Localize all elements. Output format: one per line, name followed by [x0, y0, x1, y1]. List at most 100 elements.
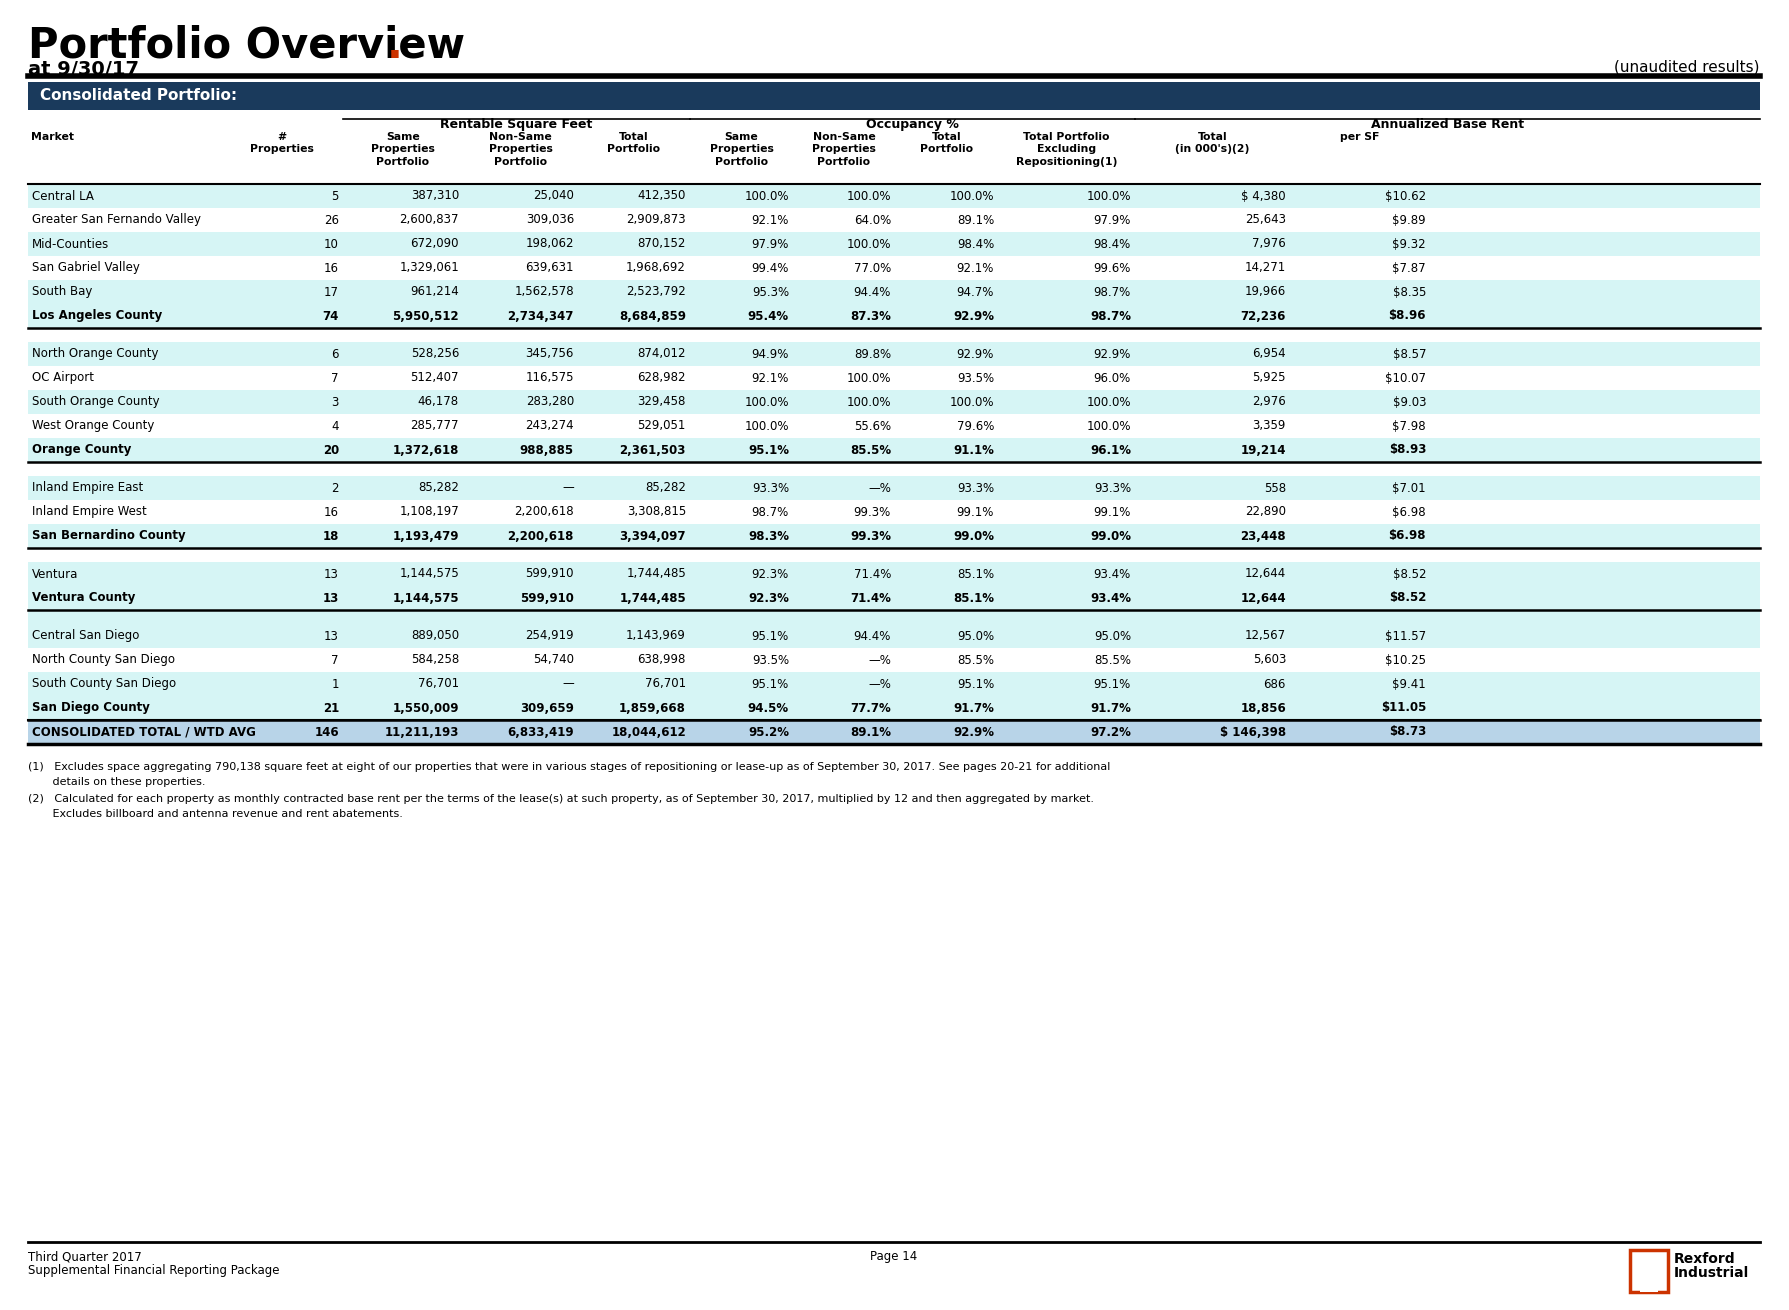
Text: 528,256: 528,256: [411, 347, 460, 360]
Text: 94.5%: 94.5%: [748, 701, 789, 714]
Bar: [29, 672, 1760, 696]
Text: 95.2%: 95.2%: [748, 726, 789, 739]
Text: $9.89: $9.89: [1392, 214, 1426, 227]
Text: $11.05: $11.05: [1381, 701, 1426, 714]
Text: 5,603: 5,603: [1252, 654, 1286, 667]
Bar: [29, 390, 1760, 414]
Text: 25,040: 25,040: [533, 190, 574, 203]
Text: 95.1%: 95.1%: [751, 630, 789, 642]
Text: 85.5%: 85.5%: [850, 444, 891, 456]
Text: Annualized Base Rent: Annualized Base Rent: [1370, 118, 1524, 131]
Text: 95.1%: 95.1%: [1093, 677, 1131, 690]
Text: 5,950,512: 5,950,512: [392, 309, 460, 322]
Text: 672,090: 672,090: [410, 237, 460, 250]
Text: 100.0%: 100.0%: [1086, 396, 1131, 409]
Text: 79.6%: 79.6%: [957, 419, 995, 432]
Text: 97.9%: 97.9%: [1093, 214, 1131, 227]
Text: $10.07: $10.07: [1385, 372, 1426, 385]
Bar: [29, 610, 1760, 624]
Text: North Orange County: North Orange County: [32, 347, 159, 360]
Text: 100.0%: 100.0%: [744, 396, 789, 409]
Text: $7.98: $7.98: [1392, 419, 1426, 432]
Text: OC Airport: OC Airport: [32, 372, 95, 385]
Text: 71.4%: 71.4%: [850, 592, 891, 604]
Text: 889,050: 889,050: [411, 630, 460, 642]
Text: 1,329,061: 1,329,061: [399, 262, 460, 275]
Text: $ 146,398: $ 146,398: [1220, 726, 1286, 739]
Text: 72,236: 72,236: [1240, 309, 1286, 322]
Text: 85,282: 85,282: [419, 482, 460, 494]
Text: at 9/30/17: at 9/30/17: [29, 60, 140, 79]
Text: 2,200,618: 2,200,618: [508, 529, 574, 542]
Text: San Diego County: San Diego County: [32, 701, 150, 714]
Text: 529,051: 529,051: [637, 419, 685, 432]
Text: 686: 686: [1263, 677, 1286, 690]
Text: 309,659: 309,659: [521, 701, 574, 714]
Text: Industrial: Industrial: [1675, 1265, 1750, 1280]
Text: 19,966: 19,966: [1245, 286, 1286, 299]
Bar: [29, 721, 1760, 744]
Text: 100.0%: 100.0%: [1086, 190, 1131, 203]
Text: $10.62: $10.62: [1385, 190, 1426, 203]
Text: 85.5%: 85.5%: [1095, 654, 1131, 667]
Text: 99.3%: 99.3%: [853, 506, 891, 519]
Text: 92.9%: 92.9%: [957, 347, 995, 360]
Text: 94.7%: 94.7%: [957, 286, 995, 299]
Text: 584,258: 584,258: [411, 654, 460, 667]
Text: South County San Diego: South County San Diego: [32, 677, 175, 690]
Text: 512,407: 512,407: [410, 372, 460, 385]
Text: 558: 558: [1263, 482, 1286, 494]
Text: 71.4%: 71.4%: [853, 567, 891, 580]
Text: 329,458: 329,458: [637, 396, 685, 409]
Text: 18,856: 18,856: [1240, 701, 1286, 714]
Bar: [29, 304, 1760, 328]
Text: $8.35: $8.35: [1392, 286, 1426, 299]
Text: 1,744,485: 1,744,485: [619, 592, 685, 604]
Text: 628,982: 628,982: [637, 372, 685, 385]
Text: 95.0%: 95.0%: [1093, 630, 1131, 642]
Text: 92.3%: 92.3%: [751, 567, 789, 580]
Text: 98.7%: 98.7%: [1093, 286, 1131, 299]
Text: —: —: [562, 482, 574, 494]
Text: 92.1%: 92.1%: [751, 214, 789, 227]
Text: 146: 146: [315, 726, 338, 739]
Text: 97.2%: 97.2%: [1090, 726, 1131, 739]
Text: (2)   Calculated for each property as monthly contracted base rent per the terms: (2) Calculated for each property as mont…: [29, 794, 1095, 804]
Text: 6,833,419: 6,833,419: [508, 726, 574, 739]
Text: 77.7%: 77.7%: [850, 701, 891, 714]
Text: 2,600,837: 2,600,837: [399, 214, 460, 227]
Text: 76,701: 76,701: [419, 677, 460, 690]
Text: South Bay: South Bay: [32, 286, 93, 299]
Text: Occupancy %: Occupancy %: [866, 118, 959, 131]
Text: 95.1%: 95.1%: [751, 677, 789, 690]
Text: 18,044,612: 18,044,612: [612, 726, 685, 739]
Text: 93.5%: 93.5%: [751, 654, 789, 667]
Text: .: .: [386, 25, 403, 67]
Text: 14,271: 14,271: [1245, 262, 1286, 275]
Text: 13: 13: [322, 592, 338, 604]
Bar: [29, 696, 1760, 720]
Text: 7,976: 7,976: [1252, 237, 1286, 250]
Text: $9.41: $9.41: [1392, 677, 1426, 690]
Text: Mid-Counties: Mid-Counties: [32, 237, 109, 250]
Text: 10: 10: [324, 237, 338, 250]
Text: 99.1%: 99.1%: [1093, 506, 1131, 519]
Text: 89.8%: 89.8%: [853, 347, 891, 360]
Text: 874,012: 874,012: [637, 347, 685, 360]
Text: 94.4%: 94.4%: [853, 286, 891, 299]
Text: 12,644: 12,644: [1240, 592, 1286, 604]
Text: Non-Same
Properties
Portfolio: Non-Same Properties Portfolio: [488, 132, 553, 166]
Bar: [29, 183, 1760, 208]
Text: 243,274: 243,274: [526, 419, 574, 432]
Text: 97.9%: 97.9%: [751, 237, 789, 250]
Text: 1,108,197: 1,108,197: [399, 506, 460, 519]
Bar: [29, 342, 1760, 365]
Text: #
Properties: # Properties: [249, 132, 313, 155]
Text: Supplemental Financial Reporting Package: Supplemental Financial Reporting Package: [29, 1264, 279, 1277]
Text: 93.4%: 93.4%: [1093, 567, 1131, 580]
Text: 100.0%: 100.0%: [744, 419, 789, 432]
Text: 2,909,873: 2,909,873: [626, 214, 685, 227]
Text: 638,998: 638,998: [637, 654, 685, 667]
Text: 17: 17: [324, 286, 338, 299]
Text: $9.03: $9.03: [1392, 396, 1426, 409]
